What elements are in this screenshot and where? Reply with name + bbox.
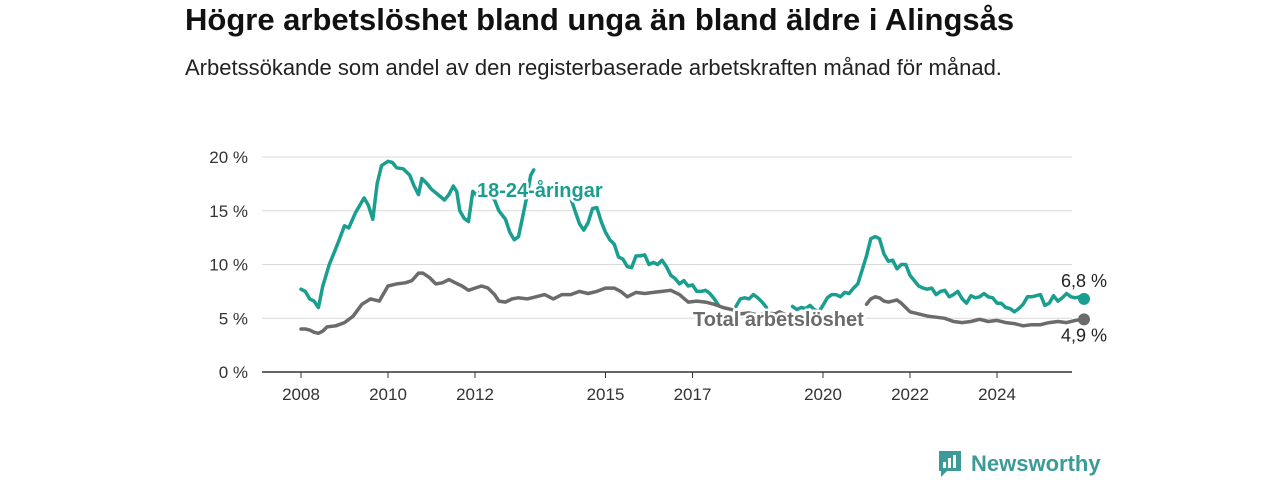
y-tick-label: 10 % <box>209 256 248 275</box>
brand-name: Newsworthy <box>971 451 1101 476</box>
youth-series-line <box>734 292 769 310</box>
total-end-point <box>1078 313 1090 326</box>
x-tick-label: 2017 <box>674 385 712 404</box>
total-end-label: 4,9 % <box>1061 325 1107 345</box>
youth-series-line <box>568 196 721 308</box>
y-tick-label: 5 % <box>219 309 248 328</box>
youth-end-label: 6,8 % <box>1061 271 1107 291</box>
chart-labels: 6,8 % 4,9 % 18-24-åringar Total arbetslöshe… <box>475 177 1108 346</box>
x-tick-label: 2010 <box>369 385 407 404</box>
total-series-label: Total arbetslöshet <box>693 309 864 331</box>
y-tick-label: 20 % <box>209 148 248 167</box>
x-tick-label: 2022 <box>891 385 929 404</box>
x-tick-label: 2024 <box>978 385 1016 404</box>
chart-title: Högre arbetslöshet bland unga än bland ä… <box>185 2 1015 37</box>
newsworthy-logo-icon <box>939 451 961 477</box>
x-tick-label: 2020 <box>804 385 842 404</box>
x-tick-label: 2012 <box>456 385 494 404</box>
axis-ticks: 0 % 5 % 10 % 15 % 20 % 2008 2010 2012 2015 2017 20… <box>209 148 1016 404</box>
y-tick-label: 0 % <box>219 363 248 382</box>
x-tick-label: 2008 <box>282 385 320 404</box>
youth-series-line <box>790 234 1086 314</box>
newsworthy-logo: Newsworthy <box>937 449 1101 479</box>
youth-end-point <box>1078 292 1090 305</box>
total-series-line <box>864 295 1086 328</box>
y-tick-label: 15 % <box>209 202 248 221</box>
youth-series-line <box>299 159 536 310</box>
total-series-line <box>299 271 825 336</box>
chart-subtitle: Arbetssökande som andel av den registerb… <box>185 55 1002 80</box>
series-lines <box>299 159 1086 336</box>
youth-series-label: 18-24-åringar <box>477 179 603 202</box>
end-points <box>1078 292 1090 326</box>
x-tick-label: 2015 <box>587 385 625 404</box>
